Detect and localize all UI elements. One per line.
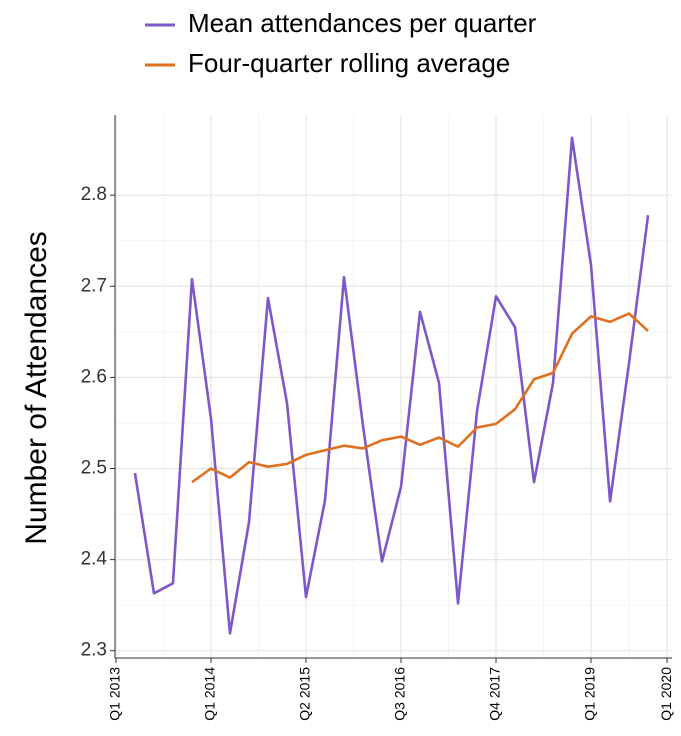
x-tick-label: Q1 2014 [202,667,218,721]
x-tick-label: Q4 2017 [487,667,503,721]
y-tick-label: 2.4 [81,549,108,570]
legend-label: Mean attendances per quarter [188,8,537,38]
y-tick-label: 2.8 [81,184,107,205]
x-tick-label: Q1 2019 [582,667,598,721]
x-tick-label: Q1 2020 [658,667,674,721]
y-axis-label: Number of Attendances [20,231,53,545]
y-tick-label: 2.6 [81,366,107,387]
data-line [191,312,649,484]
x-tick-label: Q2 2015 [297,667,313,721]
x-tick-label: Q3 2016 [392,667,408,721]
legend-label: Four-quarter rolling average [188,48,510,78]
y-tick-label: 2.7 [81,275,107,296]
y-tick-label: 2.3 [81,640,107,661]
data-line [133,136,650,635]
y-tick-label: 2.5 [81,458,107,479]
x-tick-label: Q1 2013 [107,667,123,721]
